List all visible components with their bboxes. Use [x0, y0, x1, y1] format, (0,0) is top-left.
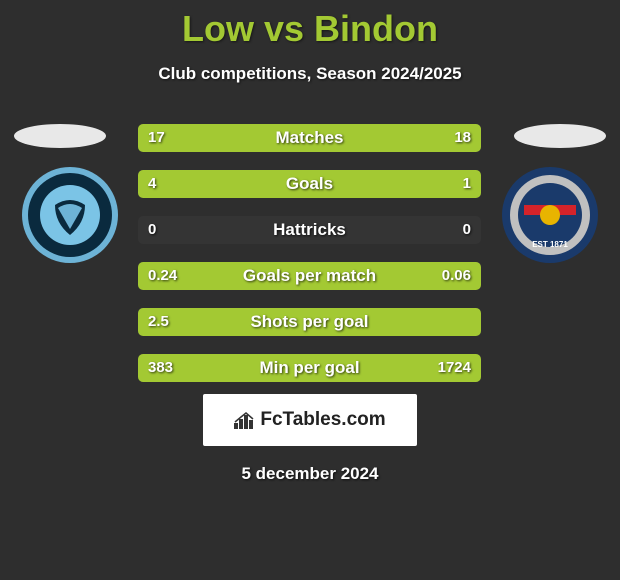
stat-row: 41Goals [138, 170, 481, 198]
stat-label: Goals [138, 170, 481, 198]
stats-bars: 1718Matches 41Goals 00Hattricks 0.240.06Goa… [138, 124, 481, 400]
stat-label: Hattricks [138, 216, 481, 244]
fctables-logo[interactable]: FcTables.com [203, 394, 417, 446]
stat-row: 3831724Min per goal [138, 354, 481, 382]
stat-label: Shots per goal [138, 308, 481, 336]
stat-row: 0.240.06Goals per match [138, 262, 481, 290]
club-badge-left [20, 165, 120, 265]
stat-row: 2.5Shots per goal [138, 308, 481, 336]
player-oval-left [14, 124, 106, 148]
chart-icon [234, 411, 256, 429]
player-oval-right [514, 124, 606, 148]
stat-label: Matches [138, 124, 481, 152]
stat-label: Min per goal [138, 354, 481, 382]
subtitle: Club competitions, Season 2024/2025 [0, 64, 620, 84]
stat-row: 1718Matches [138, 124, 481, 152]
stat-row: 00Hattricks [138, 216, 481, 244]
date-label: 5 december 2024 [0, 464, 620, 484]
club-badge-right: EST 1871 [500, 165, 600, 265]
page-title: Low vs Bindon [0, 0, 620, 50]
stat-label: Goals per match [138, 262, 481, 290]
svg-text:EST 1871: EST 1871 [532, 240, 568, 249]
logo-label: FcTables.com [260, 409, 385, 431]
